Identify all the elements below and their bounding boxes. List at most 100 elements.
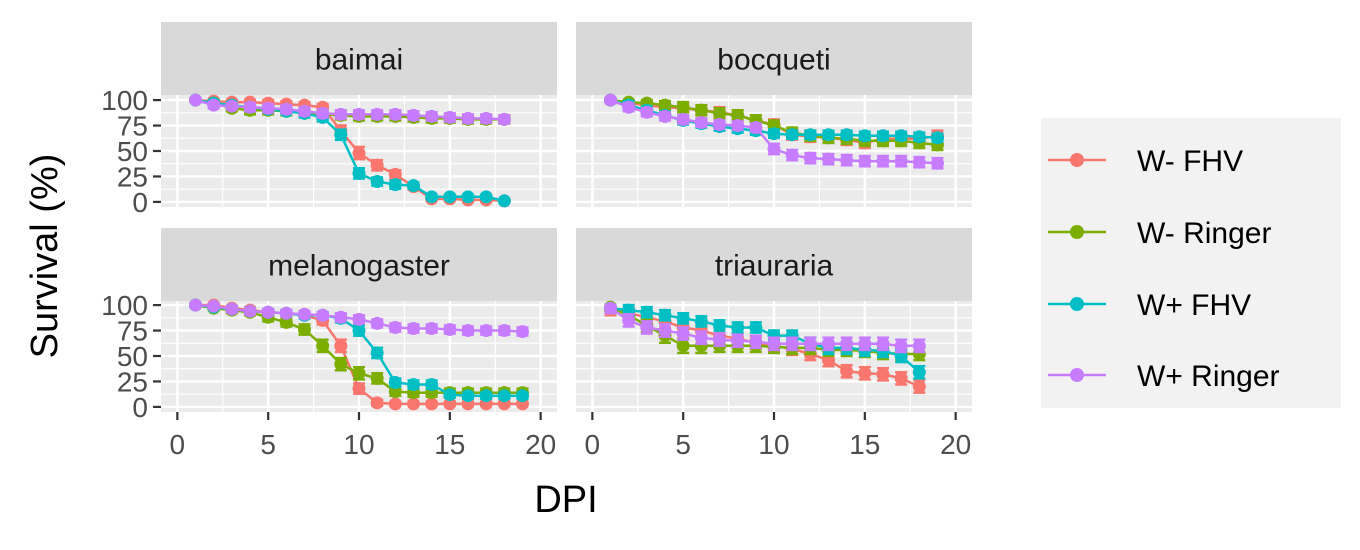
data-point bbox=[425, 109, 439, 123]
y-tick-label: 25 bbox=[117, 161, 148, 192]
facet-strip-label: bocqueti bbox=[717, 44, 830, 77]
data-point bbox=[894, 339, 908, 353]
data-point bbox=[497, 112, 511, 126]
data-point bbox=[443, 110, 457, 124]
data-point bbox=[406, 179, 420, 193]
data-point bbox=[515, 389, 529, 403]
data-point bbox=[479, 111, 493, 125]
y-tick-label: 75 bbox=[117, 111, 148, 142]
facet-strip bbox=[161, 228, 557, 301]
data-point bbox=[370, 316, 384, 330]
data-point bbox=[858, 129, 872, 143]
data-point bbox=[785, 337, 799, 351]
data-point bbox=[261, 305, 275, 319]
data-point bbox=[370, 396, 384, 410]
legend-background bbox=[1041, 118, 1341, 408]
data-point bbox=[894, 371, 908, 385]
legend-label: W- Ringer bbox=[1137, 217, 1271, 250]
x-tick-label: 5 bbox=[260, 429, 276, 460]
data-point bbox=[676, 112, 690, 126]
data-point bbox=[858, 337, 872, 351]
data-point bbox=[298, 307, 312, 321]
data-point bbox=[785, 148, 799, 162]
data-point bbox=[731, 108, 745, 122]
legend-label: W+ Ringer bbox=[1137, 360, 1280, 393]
data-point bbox=[370, 175, 384, 189]
data-point bbox=[930, 131, 944, 145]
data-point bbox=[912, 365, 926, 379]
data-point bbox=[388, 178, 402, 192]
data-point bbox=[858, 154, 872, 168]
data-point bbox=[479, 324, 493, 338]
data-point bbox=[352, 312, 366, 326]
data-point bbox=[298, 104, 312, 118]
data-point bbox=[876, 129, 890, 143]
data-point bbox=[821, 128, 835, 142]
facet-strip-label: melanogaster bbox=[268, 250, 450, 283]
data-point bbox=[803, 128, 817, 142]
data-point bbox=[821, 337, 835, 351]
data-point bbox=[803, 337, 817, 351]
data-point bbox=[604, 93, 618, 107]
data-point bbox=[352, 107, 366, 121]
data-point bbox=[713, 318, 727, 332]
data-point bbox=[352, 166, 366, 180]
data-point bbox=[425, 322, 439, 336]
data-point bbox=[261, 101, 275, 115]
y-tick-label: 0 bbox=[132, 187, 148, 218]
data-point bbox=[334, 310, 348, 324]
data-point bbox=[225, 99, 239, 113]
legend-item: W+ FHV bbox=[1048, 289, 1251, 322]
data-point bbox=[443, 323, 457, 337]
data-point bbox=[279, 102, 293, 116]
data-point bbox=[388, 107, 402, 121]
legend-key-point bbox=[1070, 368, 1084, 382]
data-point bbox=[207, 299, 221, 313]
data-point bbox=[640, 320, 654, 334]
data-point bbox=[894, 154, 908, 168]
facet-strip bbox=[576, 22, 972, 95]
data-point bbox=[640, 105, 654, 119]
data-point bbox=[694, 331, 708, 345]
data-point bbox=[461, 389, 475, 403]
data-point bbox=[640, 305, 654, 319]
data-point bbox=[676, 100, 690, 114]
x-axis-title: DPI bbox=[534, 479, 597, 521]
data-point bbox=[840, 153, 854, 167]
data-point bbox=[731, 119, 745, 133]
data-point bbox=[821, 152, 835, 166]
facet-strip-label: baimai bbox=[315, 44, 403, 77]
panel-triauraria: triauraria 0 5 10 15 20 bbox=[576, 228, 972, 460]
y-tick-label: 50 bbox=[117, 341, 148, 372]
x-tick-label: 10 bbox=[343, 429, 374, 460]
data-point bbox=[406, 378, 420, 392]
data-point bbox=[658, 308, 672, 322]
data-point bbox=[425, 378, 439, 392]
data-point bbox=[479, 190, 493, 204]
legend-label: W- FHV bbox=[1137, 145, 1243, 178]
data-point bbox=[334, 128, 348, 142]
facet-strip bbox=[576, 228, 972, 301]
data-point bbox=[767, 142, 781, 156]
legend-key-point bbox=[1070, 225, 1084, 239]
data-point bbox=[497, 324, 511, 338]
data-point bbox=[443, 190, 457, 204]
legend-item: W+ Ringer bbox=[1048, 360, 1280, 393]
facet-strip-label: triauraria bbox=[715, 250, 834, 283]
x-tick-label: 10 bbox=[758, 429, 789, 460]
data-point bbox=[676, 311, 690, 325]
data-point bbox=[406, 397, 420, 411]
data-point bbox=[388, 397, 402, 411]
data-point bbox=[443, 388, 457, 402]
series-w-ringer bbox=[189, 93, 511, 126]
series-w-ringer bbox=[189, 298, 529, 339]
data-point bbox=[658, 98, 672, 112]
data-point bbox=[622, 100, 636, 114]
data-point bbox=[370, 371, 384, 385]
series-w-ringer bbox=[604, 301, 926, 354]
data-point bbox=[803, 151, 817, 165]
legend-label: W+ FHV bbox=[1137, 289, 1251, 322]
